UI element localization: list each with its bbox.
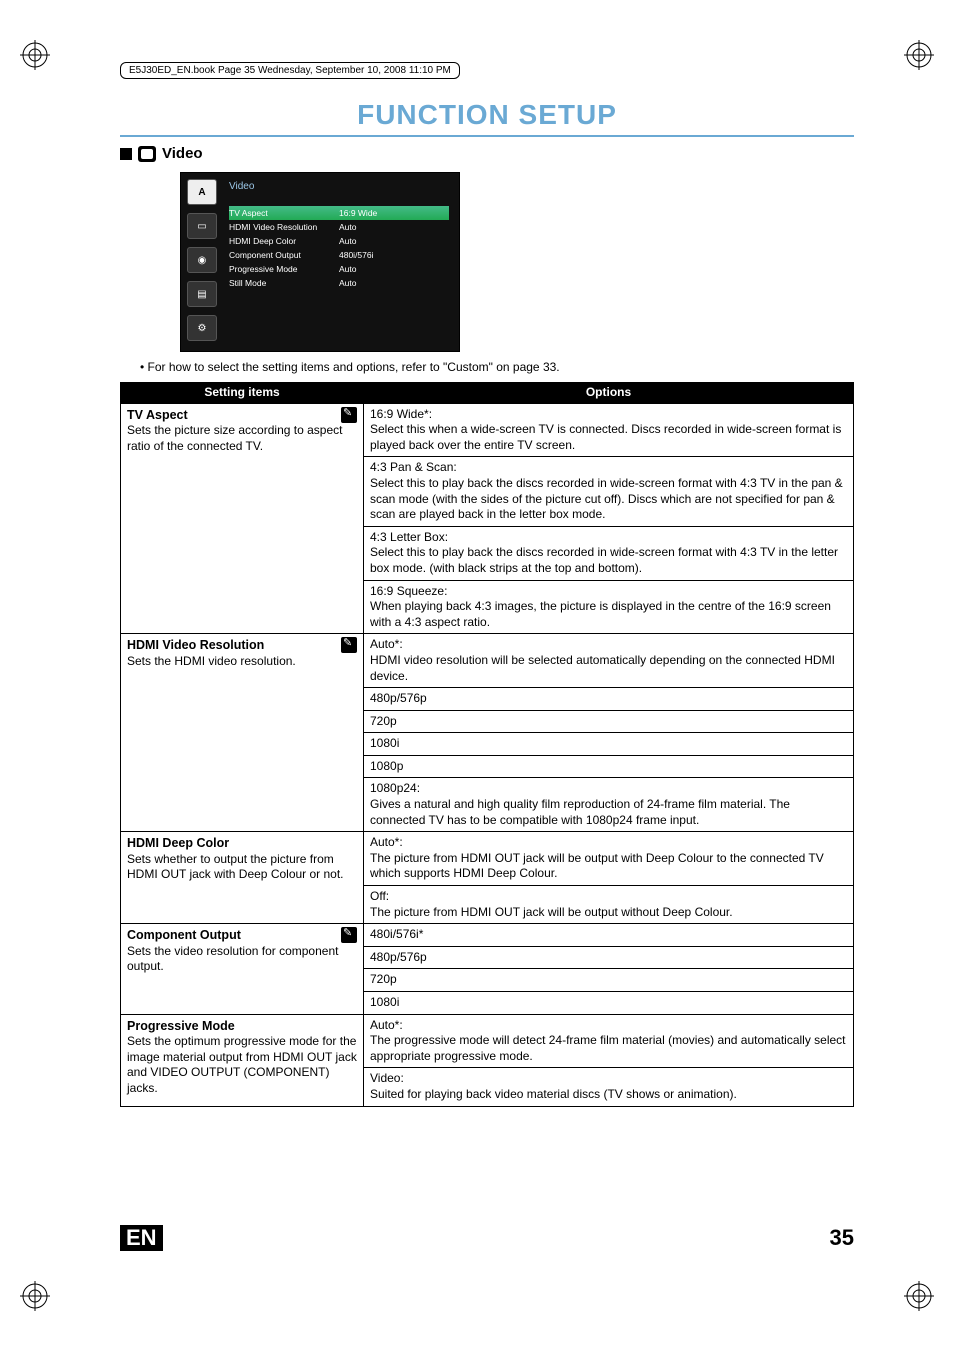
note-text: For how to select the setting items and … [140,360,854,374]
footer-page-number: 35 [830,1225,854,1251]
menu-row: Progressive ModeAuto [229,262,449,276]
book-header-line: E5J30ED_EN.book Page 35 Wednesday, Septe… [120,62,460,79]
menu-row: HDMI Video ResolutionAuto [229,220,449,234]
setting-option-cell: 4:3 Pan & Scan: Select this to play back… [364,457,854,526]
table-row: HDMI Deep Color Sets whether to output th… [121,832,854,886]
menu-screenshot: A ▭ ◉ ▤ ⚙ Video TV Aspect16:9 WideHDMI V… [180,172,460,352]
setting-item-title: Component Output [127,928,241,942]
setting-option-cell: 1080i [364,992,854,1015]
setting-item-cell: HDMI Deep Color Sets whether to output th… [121,832,364,924]
setting-item-desc: Sets whether to output the picture from … [127,852,344,882]
menu-side-icons: A ▭ ◉ ▤ ⚙ [187,179,217,341]
menu-row: HDMI Deep ColorAuto [229,234,449,248]
setting-item-cell: Component Output Sets the video resolutio… [121,924,364,1014]
table-row: HDMI Video Resolution Sets the HDMI video… [121,634,854,688]
menu-side-icon: ⚙ [187,315,217,341]
table-row: TV AspectSets the picture size according… [121,403,854,457]
menu-row-value: Auto [339,222,357,232]
setting-item-title: Progressive Mode [127,1019,235,1033]
registration-mark-icon [904,40,934,70]
page-footer: EN 35 [120,1225,854,1251]
settings-table: Setting items Options TV AspectSets the … [120,382,854,1107]
setting-option-cell: 480p/576p [364,946,854,969]
setting-option-cell: 1080i [364,733,854,756]
setting-option-cell: 4:3 Letter Box: Select this to play back… [364,526,854,580]
setting-option-cell: Video: Suited for playing back video mat… [364,1068,854,1106]
setting-item-title: TV Aspect [127,408,188,422]
setting-option-cell: 1080p24: Gives a natural and high qualit… [364,778,854,832]
bullet-square-icon [120,148,132,160]
menu-row-value: Auto [339,264,357,274]
menu-row-label: HDMI Video Resolution [229,222,339,232]
menu-row-label: Component Output [229,250,339,260]
setting-item-cell: TV AspectSets the picture size according… [121,403,364,634]
menu-side-icon: ▭ [187,213,217,239]
setting-item-cell: Progressive ModeSets the optimum progres… [121,1014,364,1106]
menu-side-icon: ◉ [187,247,217,273]
setting-item-title: HDMI Video Resolution [127,638,264,652]
setting-option-cell: 1080p [364,755,854,778]
menu-row-value: Auto [339,236,357,246]
table-header-right: Options [364,383,854,404]
setting-option-cell: 16:9 Wide*: Select this when a wide-scre… [364,403,854,457]
page: E5J30ED_EN.book Page 35 Wednesday, Septe… [0,0,954,1351]
setting-option-cell: Off: The picture from HDMI OUT jack will… [364,886,854,924]
setting-item-desc: Sets the video resolution for component … [127,944,338,974]
wrench-icon [341,927,357,943]
setting-option-cell: 16:9 Squeeze: When playing back 4:3 imag… [364,580,854,634]
wrench-icon [341,407,357,423]
setting-item-desc: Sets the HDMI video resolution. [127,654,296,668]
section-header-video: Video [120,145,854,162]
setting-option-cell: 480p/576p [364,688,854,711]
menu-row-value: Auto [339,278,357,288]
menu-row: Component Output480i/576i [229,248,449,262]
menu-side-icon: ▤ [187,281,217,307]
setting-item-desc: Sets the picture size according to aspec… [127,423,342,453]
registration-mark-icon [904,1281,934,1311]
setting-option-cell: 480i/576i* [364,924,854,947]
table-row: Progressive ModeSets the optimum progres… [121,1014,854,1068]
registration-mark-icon [20,1281,50,1311]
menu-row-label: Progressive Mode [229,264,339,274]
setting-item-cell: HDMI Video Resolution Sets the HDMI video… [121,634,364,832]
setting-option-cell: Auto*: HDMI video resolution will be sel… [364,634,854,688]
table-header-left: Setting items [121,383,364,404]
wrench-icon [341,637,357,653]
setting-option-cell: 720p [364,969,854,992]
setting-option-cell: Auto*: The picture from HDMI OUT jack wi… [364,832,854,886]
footer-lang: EN [120,1225,163,1251]
page-title: FUNCTION SETUP [120,99,854,137]
menu-row-value: 16:9 Wide [339,208,377,218]
menu-row-value: 480i/576i [339,250,374,260]
menu-screenshot-title: Video [229,181,449,192]
menu-row-label: Still Mode [229,278,339,288]
registration-mark-icon [20,40,50,70]
section-badge-icon [138,146,156,162]
menu-row: TV Aspect16:9 Wide [229,206,449,220]
section-label: Video [162,145,203,162]
setting-item-title: HDMI Deep Color [127,836,229,850]
menu-row: Still ModeAuto [229,276,449,290]
menu-row-label: HDMI Deep Color [229,236,339,246]
setting-item-desc: Sets the optimum progressive mode for th… [127,1034,357,1095]
setting-option-cell: Auto*: The progressive mode will detect … [364,1014,854,1068]
menu-side-icon-selected: A [187,179,217,205]
menu-row-label: TV Aspect [229,208,339,218]
table-row: Component OutputSets the video resolutio… [121,924,854,947]
setting-option-cell: 720p [364,710,854,733]
